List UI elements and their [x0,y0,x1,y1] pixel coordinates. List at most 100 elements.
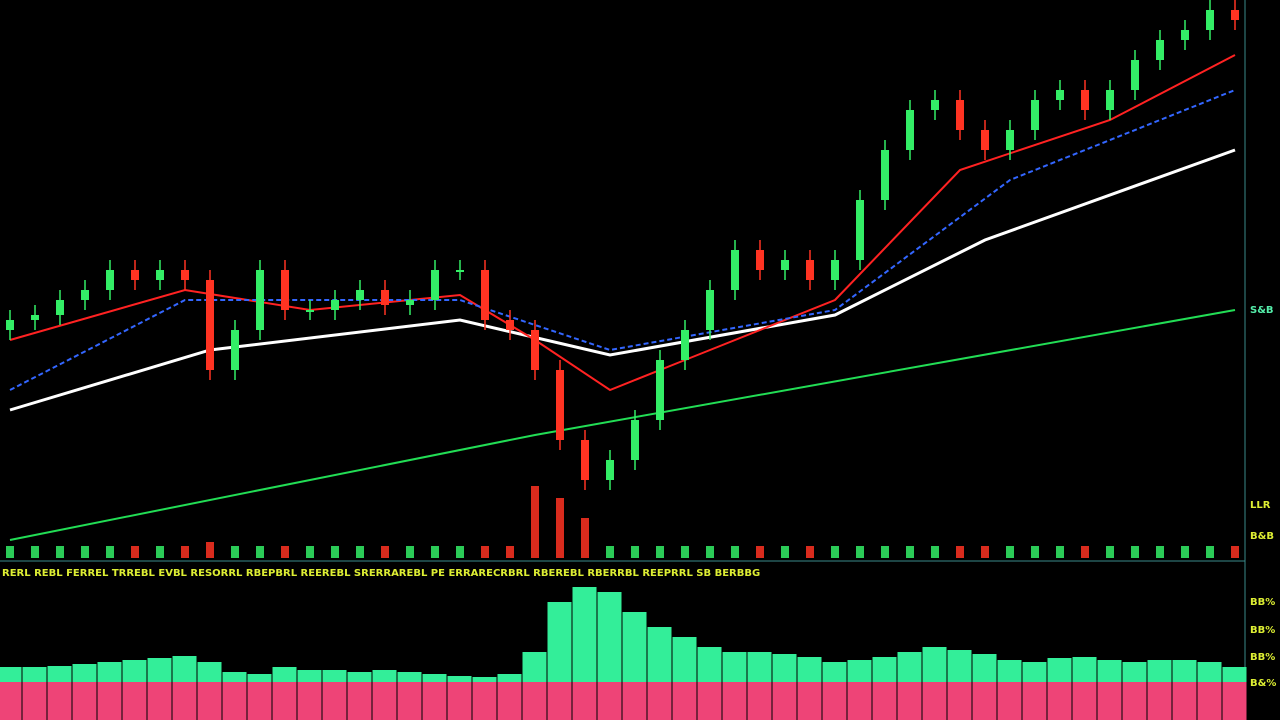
histogram-base [72,682,97,720]
histogram-base [1222,682,1247,720]
histogram-base [1022,682,1047,720]
histogram-base [922,682,947,720]
histogram-base [1197,682,1222,720]
histogram-base [947,682,972,720]
histogram-base [647,682,672,720]
candle-body [156,270,164,280]
histogram-base [147,682,172,720]
histogram-base [522,682,547,720]
candle-body [31,315,39,320]
histogram-bar [822,662,847,682]
candle-body [406,300,414,305]
candle-body [706,290,714,330]
volume-bar [1106,546,1114,558]
histogram-bar [47,666,72,682]
volume-bar [956,546,964,558]
moving-average [9,89,1236,391]
histogram-bar [1097,660,1122,682]
candle-body [1131,60,1139,90]
histogram-base [322,682,347,720]
histogram-bar [97,662,122,682]
candle-body [1006,130,1014,150]
candle-body [906,110,914,150]
histogram-bar [372,670,397,682]
candle-body [331,300,339,310]
histogram-base [697,682,722,720]
volume-bar [81,546,89,558]
histogram-bar [1022,662,1047,682]
histogram-bar [472,677,497,682]
histogram-base [547,682,572,720]
histogram-base [1122,682,1147,720]
histogram-base [1172,682,1197,720]
candle-body [631,420,639,460]
volume-bar [1006,546,1014,558]
volume-bar [1031,546,1039,558]
moving-average [9,309,1236,541]
histogram-base [22,682,47,720]
histogram-base [122,682,147,720]
candle-body [306,310,314,312]
candle-body [6,320,14,330]
histogram-bar [697,647,722,682]
price-axis-label: S&B [1250,305,1274,316]
candle-body [1181,30,1189,40]
candle-body [481,270,489,320]
histogram-bar [947,650,972,682]
volume-bar [756,546,764,558]
histogram-bar [597,592,622,682]
volume-bar [981,546,989,558]
candle-body [356,290,364,300]
histogram-base [972,682,997,720]
candle-body [1031,100,1039,130]
candle-body [506,320,514,330]
candle-body [606,460,614,480]
indicator-legend: RERL REBL FERREL TRREBL EVBL RESORRL RBE… [2,568,760,579]
candle-body [256,270,264,330]
candle-body [856,200,864,260]
volume-bar [456,546,464,558]
histogram-base [847,682,872,720]
histogram-bar [1172,660,1197,682]
histogram-base [172,682,197,720]
candle-body [656,360,664,420]
histogram-bar [447,676,472,682]
histogram-bar [197,662,222,682]
histogram-base [822,682,847,720]
candle-body [1106,90,1114,110]
volume-bar [1156,546,1164,558]
histogram-base [472,682,497,720]
histogram-bar [772,654,797,682]
histogram-base [872,682,897,720]
candle-body [181,270,189,280]
volume-bar [731,546,739,558]
candle-body [881,150,889,200]
candle-body [431,270,439,300]
candle-body [381,290,389,305]
histogram-base [47,682,72,720]
histogram-base [622,682,647,720]
candle-body [831,260,839,280]
volume-bar [506,546,514,558]
volume-bar [381,546,389,558]
histogram-base [297,682,322,720]
histogram-bar [422,674,447,682]
histogram-base [447,682,472,720]
histogram-bar [122,660,147,682]
histogram-base [722,682,747,720]
volume-bar [656,546,664,558]
histogram-base [372,682,397,720]
candle-body [81,290,89,300]
histogram-base [1047,682,1072,720]
volume-bar [1206,546,1214,558]
candle-body [781,260,789,270]
volume-bar [206,542,214,558]
candle-body [1081,90,1089,110]
histogram-bar [322,670,347,682]
candle-body [1056,90,1064,100]
histogram-bar [0,667,22,682]
histogram-base [772,682,797,720]
histogram-bar [172,656,197,682]
histogram-bar [547,602,572,682]
